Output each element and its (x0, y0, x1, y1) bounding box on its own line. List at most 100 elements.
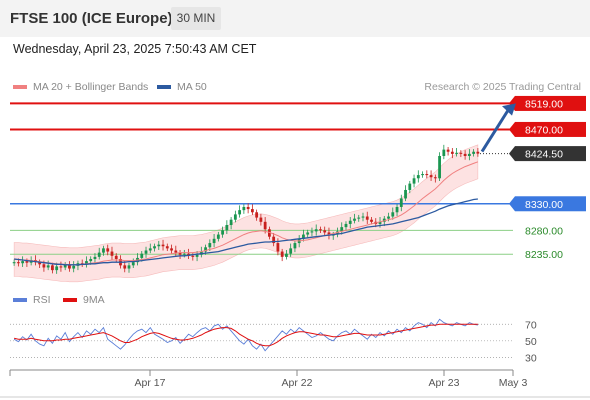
candle-body (195, 254, 199, 257)
candle-body (327, 232, 331, 236)
rsi-ma-line (13, 323, 478, 347)
level-badge-tip-8470-00 (509, 121, 515, 137)
candle-body (463, 153, 467, 156)
x-tick-label: May 3 (499, 377, 528, 389)
rsi-legend: RSI (13, 294, 51, 306)
candle-body (12, 262, 16, 264)
level-badge-tip-8424-50 (509, 146, 515, 162)
candle-body (442, 149, 446, 156)
candle-body (450, 151, 454, 154)
level-badge-8470-00 (515, 121, 586, 137)
candle-body (46, 265, 50, 268)
candle-body (425, 174, 429, 176)
candle-body (476, 151, 480, 154)
candle-body (161, 244, 165, 247)
ma9-legend: 9MA (63, 294, 105, 306)
level-label-8470-00: 8470.00 (525, 124, 563, 136)
level-label-8424-50: 8424.50 (525, 149, 563, 161)
candle-body (55, 266, 59, 271)
candle-body (455, 152, 458, 154)
ma50-legend: MA 50 (157, 81, 207, 93)
candle-body (59, 266, 63, 268)
ma20-swatch (13, 85, 27, 90)
candle-body (336, 231, 339, 235)
candle-body (382, 218, 386, 222)
timeframe-badge[interactable]: 30 MIN (171, 7, 221, 30)
candle-body (433, 177, 437, 179)
ma20-legend-label: MA 20 + Bollinger Bands (33, 81, 149, 93)
candle-body (467, 153, 471, 156)
candle-body (221, 230, 224, 235)
candle-body (182, 253, 186, 255)
candle-body (268, 229, 271, 237)
candle-body (365, 216, 369, 220)
candle-body (302, 234, 305, 239)
candle-body (259, 217, 263, 222)
ma9-legend-label: 9MA (83, 294, 105, 306)
rsi-line (13, 318, 478, 352)
candle-body (157, 244, 161, 247)
rsi-legend-label: RSI (33, 294, 51, 306)
candle-body (429, 175, 433, 178)
candle-body (204, 247, 207, 252)
candle-body (370, 219, 373, 222)
candle-body (102, 248, 105, 253)
rsi-swatch (13, 298, 27, 303)
x-tick-label: Apr 22 (282, 377, 313, 389)
candle-body (144, 250, 148, 254)
candle-body (38, 262, 42, 265)
candle-body (170, 248, 173, 251)
candle-body (106, 248, 110, 252)
credit-text: Research © 2025 Trading Central (424, 81, 581, 93)
candle-body (72, 265, 76, 269)
candle-body (97, 252, 101, 257)
candle-body (174, 250, 178, 253)
candle-body (85, 261, 88, 265)
candle-body (208, 243, 212, 248)
ma9-swatch (63, 298, 77, 303)
candle-body (472, 151, 476, 154)
candle-body (153, 246, 156, 249)
x-tick-label: Apr 17 (135, 377, 166, 389)
candle-body (323, 230, 327, 233)
candle-body (416, 175, 420, 179)
ma20-line (14, 161, 479, 266)
candle-body (289, 248, 293, 254)
candle-body (285, 253, 288, 257)
rsi-tick-70: 70 (525, 319, 537, 331)
ma50-legend-label: MA 50 (177, 81, 207, 93)
candle-body (361, 216, 365, 218)
forecast-arrowhead (502, 103, 516, 116)
candle-body (319, 229, 322, 231)
candle-body (123, 265, 127, 269)
candle-body (387, 216, 390, 219)
candle-body (404, 189, 407, 199)
ma20-legend: MA 20 + Bollinger Bands (13, 81, 148, 93)
candle-body (399, 198, 403, 207)
candle-body (378, 221, 382, 224)
candle-body (293, 243, 297, 249)
ma50-line (14, 198, 478, 266)
level-label-8235-00: 8235.00 (525, 249, 563, 261)
candle-body (238, 210, 242, 215)
candle-body (314, 229, 318, 232)
candle-body (246, 206, 250, 210)
candle-body (25, 261, 29, 263)
candle-body (408, 183, 412, 190)
candle-body (127, 265, 131, 269)
candle-body (391, 212, 395, 217)
candle-body (250, 209, 254, 213)
candle-body (68, 264, 71, 269)
candle-body (412, 178, 416, 184)
ma50-swatch (157, 85, 171, 90)
candle-body (16, 262, 20, 264)
level-label-8519-00: 8519.00 (525, 98, 563, 110)
candle-body (438, 155, 441, 179)
candle-body (421, 174, 424, 176)
x-tick-label: Apr 23 (429, 377, 460, 389)
candle-body (233, 214, 237, 220)
candle-body (306, 232, 310, 235)
level-badge-tip-8330-00 (509, 196, 515, 212)
candle-body (93, 256, 97, 259)
